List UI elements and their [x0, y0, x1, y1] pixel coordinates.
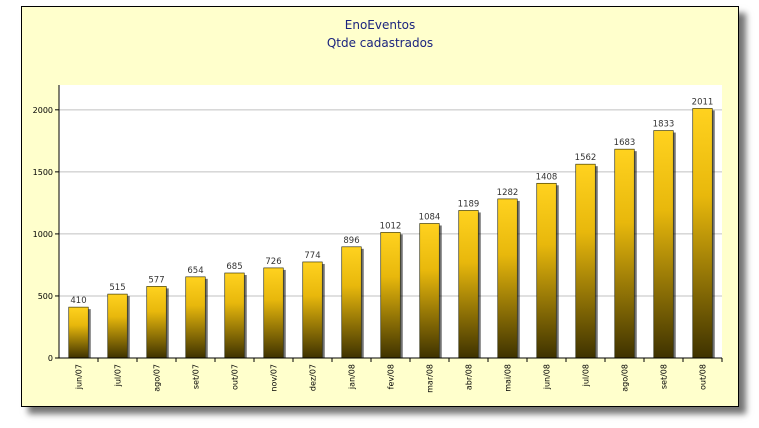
x-tick-label-1: jul/07	[114, 364, 123, 387]
x-tick-label-4: out/07	[231, 364, 240, 390]
data-label-3: 654	[187, 266, 203, 276]
bar-4	[224, 272, 245, 359]
x-tick-label-10: abr/08	[465, 364, 474, 390]
data-label-4: 685	[226, 262, 242, 272]
x-tick-label-11: mai/08	[504, 364, 513, 392]
bars	[68, 108, 715, 359]
x-tick-label-5: nov/07	[270, 364, 279, 392]
x-tick-label-16: out/08	[699, 364, 708, 390]
x-tick-label-3: set/07	[192, 364, 201, 389]
x-tick-label-15: set/08	[660, 364, 669, 389]
data-label-14: 1683	[614, 138, 636, 148]
data-label-16: 2011	[692, 97, 714, 107]
data-label-2: 577	[148, 275, 164, 285]
chart-title: EnoEventos	[345, 18, 416, 32]
bar-14	[614, 148, 635, 359]
data-label-8: 1012	[380, 221, 402, 231]
data-label-0: 410	[70, 296, 86, 306]
x-tick-label-6: dez/07	[309, 364, 318, 391]
chart-frame: EnoEventos Qtde cadastrados 0 500 1000 1500…	[21, 6, 739, 407]
data-label-12: 1408	[536, 172, 558, 182]
bar-10	[458, 210, 479, 359]
x-tick-label-8: fev/08	[387, 364, 396, 389]
data-label-9: 1084	[419, 212, 441, 222]
data-label-13: 1562	[575, 153, 597, 163]
axes	[55, 85, 723, 362]
x-tick-label-2: ago/07	[153, 364, 162, 392]
x-tick-label-0: jun/07	[75, 364, 84, 390]
data-label-5: 726	[265, 257, 281, 267]
data-label-6: 774	[304, 251, 320, 261]
data-label-1: 515	[109, 283, 125, 293]
chart-subtitle: Qtde cadastrados	[327, 36, 433, 50]
data-label-7: 896	[343, 236, 359, 246]
bar-12	[536, 182, 557, 359]
bar-8	[380, 232, 401, 359]
bar-6	[302, 261, 323, 359]
bar-chart: EnoEventos Qtde cadastrados 0 500 1000 1500…	[33, 18, 723, 393]
x-tick-label-7: jan/08	[348, 364, 357, 390]
y-tick-label-500: 500	[38, 292, 53, 301]
y-tick-label-1500: 1500	[33, 168, 53, 177]
y-tick-label-2000: 2000	[33, 106, 53, 115]
bar-2	[146, 286, 167, 359]
bar-5	[263, 267, 284, 359]
bar-1	[107, 293, 128, 359]
labels: 0 500 1000 1500 2000 410 jun/07 515 jul/07 577 ago…	[33, 97, 714, 392]
y-tick-label-1000: 1000	[33, 230, 53, 239]
x-tick-label-12: jun/08	[543, 364, 552, 390]
bar-3	[185, 276, 206, 359]
bar-16	[692, 108, 713, 359]
y-tick-label-0: 0	[48, 354, 53, 363]
x-tick-label-9: mar/08	[426, 364, 435, 393]
bar-13	[575, 163, 596, 359]
bar-15	[653, 130, 674, 359]
bar-7	[341, 246, 362, 359]
bar-9	[419, 223, 440, 359]
bar-0	[68, 306, 89, 359]
x-tick-label-14: ago/08	[621, 364, 630, 392]
data-label-15: 1833	[653, 120, 675, 130]
x-tick-label-13: jul/08	[582, 364, 591, 387]
bar-11	[497, 198, 518, 359]
data-label-11: 1282	[497, 188, 519, 198]
data-label-10: 1189	[458, 199, 480, 209]
